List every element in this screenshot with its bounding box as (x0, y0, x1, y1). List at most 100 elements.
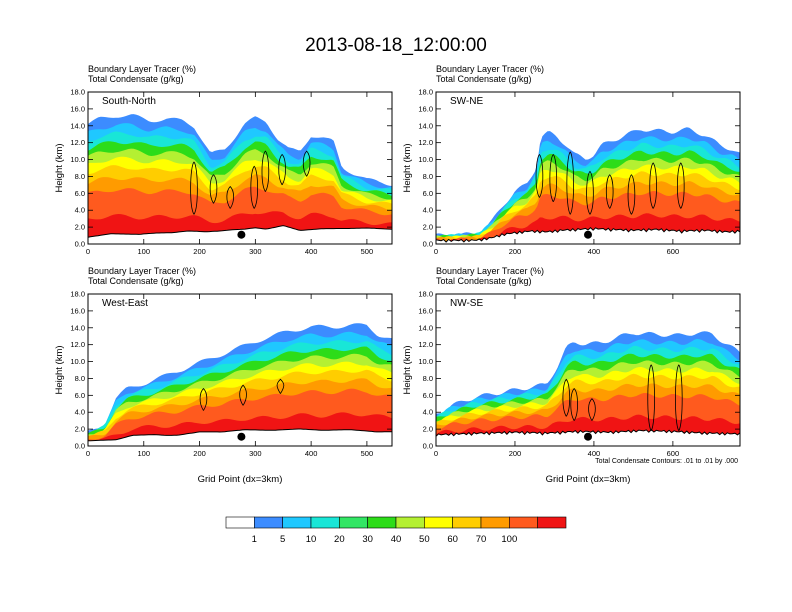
condensate-contour (535, 153, 544, 198)
y-tick-label: 14.0 (70, 121, 85, 130)
y-tick-label: 12.0 (70, 340, 85, 349)
tracer-field (436, 331, 740, 446)
condensate-contour (588, 398, 596, 421)
y-tick-label: 6.0 (75, 189, 85, 198)
tracer-field (436, 127, 740, 244)
y-tick-label: 18.0 (418, 290, 433, 299)
figure-title: 2013-08-18_12:00:00 (305, 35, 487, 56)
panels: 0.0 2.0 4.0 6.0 8.0 10.0 12.0 14.0 16.0 18.0 0 100 2… (54, 64, 741, 485)
x-tick-label: 300 (249, 247, 262, 256)
condensate-contour (278, 153, 286, 186)
condensate-contour (239, 384, 247, 406)
y-tick-label: 6.0 (423, 391, 433, 400)
colorbar-label: 70 (476, 534, 487, 545)
colorbar-swatch (509, 516, 538, 529)
colorbar-swatch (537, 516, 567, 529)
colorbar-label: 100 (501, 534, 517, 545)
y-tick-label: 2.0 (423, 425, 433, 434)
colorbar-label: 60 (447, 534, 458, 545)
colorbar-swatch (254, 516, 283, 529)
condensate-contour (302, 150, 311, 177)
y-tick-label: 18.0 (70, 88, 85, 97)
colorbar-swatch (424, 516, 453, 529)
subtitle-tracer: Boundary Layer Tracer (%) (88, 64, 196, 74)
colorbar: 1 5 10 20 30 40 50 60 70 100 (225, 516, 567, 545)
panel-label: SW-NE (450, 96, 483, 107)
y-tick-label: 4.0 (75, 206, 85, 215)
condensate-contour (190, 161, 198, 215)
condensate-contour (605, 174, 614, 209)
y-tick-label: 14.0 (418, 323, 433, 332)
condensate-contour (649, 162, 657, 209)
colorbar-label: 10 (306, 534, 317, 545)
panel-south-north: 0.0 2.0 4.0 6.0 8.0 10.0 12.0 14.0 16.0 18.0 0 100 2… (54, 64, 393, 256)
x-tick-label: 600 (667, 247, 680, 256)
x-axis-title: Grid Point (dx=3km) (198, 474, 283, 485)
y-tick-label: 12.0 (70, 138, 85, 147)
y-tick-label: 18.0 (70, 290, 85, 299)
panel-sw-ne: 0.0 2.0 4.0 6.0 8.0 10.0 12.0 14.0 16.0 18.0 0 200 4… (402, 64, 741, 256)
plot-frame (87, 293, 393, 447)
colorbar-swatch (452, 516, 482, 529)
x-tick-label: 400 (305, 449, 318, 458)
y-tick-label: 6.0 (423, 189, 433, 198)
y-tick-label: 18.0 (418, 88, 433, 97)
location-marker (237, 230, 246, 239)
panel-west-east: 0.0 2.0 4.0 6.0 8.0 10.0 12.0 14.0 16.0 18.0 0 100 2… (54, 266, 393, 485)
condensate-contour (586, 170, 594, 215)
condensate-contour (250, 165, 258, 209)
y-tick-label: 0.0 (75, 240, 85, 249)
subtitle-condensate: Total Condensate (g/kg) (436, 276, 532, 286)
y-tick-label: 8.0 (423, 172, 433, 181)
contour-footnote: Total Condensate Contours: .01 to .01 by… (595, 458, 738, 465)
plot-frame (435, 293, 741, 447)
panel-nw-se: 0.0 2.0 4.0 6.0 8.0 10.0 12.0 14.0 16.0 18.0 0 200 4… (402, 266, 741, 485)
x-tick-label: 400 (588, 449, 601, 458)
y-tick-label: 10.0 (70, 357, 85, 366)
y-tick-label: 16.0 (70, 104, 85, 113)
condensate-contour (549, 153, 558, 202)
x-tick-label: 200 (509, 247, 522, 256)
x-tick-label: 0 (434, 449, 438, 458)
y-axis-title: Height (km) (402, 345, 413, 394)
colorbar-swatch (367, 516, 397, 529)
y-tick-label: 4.0 (75, 408, 85, 417)
colorbar-label: 40 (391, 534, 402, 545)
y-tick-label: 12.0 (418, 340, 433, 349)
condensate-contour (675, 364, 683, 432)
x-tick-label: 200 (193, 247, 206, 256)
colorbar-label: 30 (362, 534, 373, 545)
colorbar-swatch (339, 516, 368, 529)
condensate-contour (647, 364, 655, 432)
subtitle-condensate: Total Condensate (g/kg) (88, 276, 184, 286)
plot-frame (435, 91, 741, 245)
condensate-contour (677, 162, 685, 209)
panel-label: West-East (102, 298, 148, 309)
location-marker (584, 230, 592, 239)
colorbar-label: 5 (280, 534, 285, 545)
subtitle-tracer: Boundary Layer Tracer (%) (88, 266, 196, 276)
x-tick-label: 400 (305, 247, 318, 256)
condensate-contour (570, 388, 578, 421)
y-axis-title: Height (km) (54, 143, 65, 192)
x-tick-label: 600 (667, 449, 680, 458)
y-axis-title: Height (km) (402, 143, 413, 192)
tracer-field (88, 114, 392, 244)
x-tick-label: 0 (86, 449, 90, 458)
y-tick-label: 16.0 (70, 306, 85, 315)
subtitle-tracer: Boundary Layer Tracer (%) (436, 266, 544, 276)
colorbar-swatch (395, 516, 425, 529)
y-tick-label: 2.0 (75, 223, 85, 232)
tracer-field (88, 323, 392, 446)
y-tick-label: 10.0 (418, 155, 433, 164)
x-axis-title: Grid Point (dx=3km) (546, 474, 631, 485)
y-tick-label: 10.0 (418, 357, 433, 366)
y-tick-label: 0.0 (75, 442, 85, 451)
y-axis-title: Height (km) (54, 345, 65, 394)
subtitle-tracer: Boundary Layer Tracer (%) (436, 64, 544, 74)
y-tick-label: 2.0 (75, 425, 85, 434)
x-tick-label: 200 (193, 449, 206, 458)
y-tick-label: 8.0 (75, 172, 85, 181)
condensate-contour (627, 174, 636, 215)
